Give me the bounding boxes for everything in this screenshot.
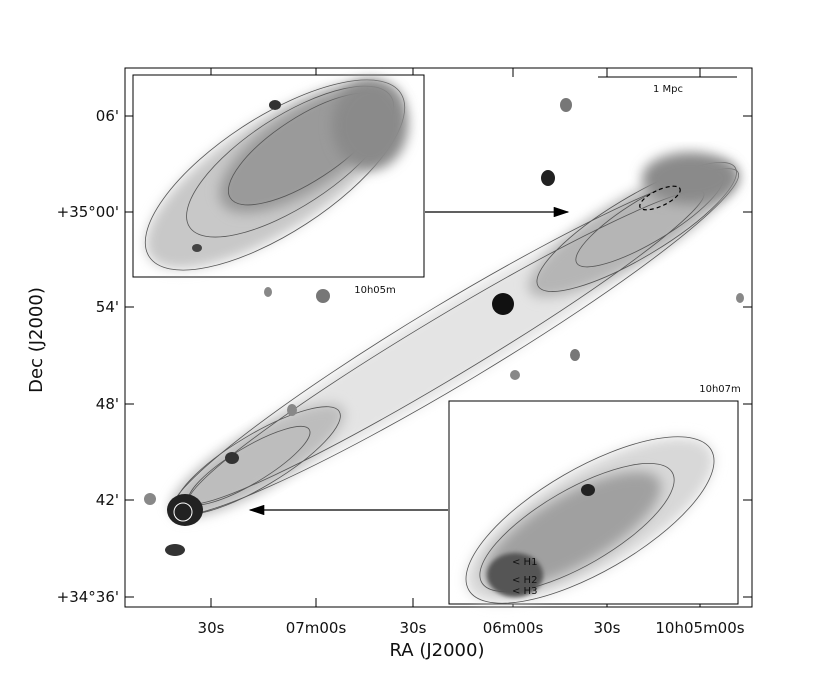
plot-frame [124,67,753,608]
y-tick-label: 48' [96,395,119,413]
x-tick-label: 30s [594,619,621,637]
marker-label: < H1 [512,557,537,568]
x-tick-label: 30s [198,619,225,637]
inset-label: 10h05m [354,285,396,296]
y-axis-title: Dec (J2000) [26,287,47,393]
x-tick-label: 10h05m00s [655,619,744,637]
y-tick-label: 54' [96,298,119,316]
y-tick-label: 42' [96,491,119,509]
radio-emission [144,98,744,556]
y-tick-labels: 06' +35°00' 54' 48' 42' +34°36' [57,107,119,606]
x-axis-title: RA (J2000) [390,640,485,661]
inset-label: 10h07m [699,384,741,395]
marker-label: < H2 [512,575,537,586]
marker-label: < H3 [512,586,537,597]
scale-bar-label: 1 Mpc [653,84,683,95]
y-tick-label: 06' [96,107,119,125]
y-tick-label: +35°00' [57,203,119,221]
x-tick-label: 06m00s [483,619,544,637]
inset-bottom: 10h07m < H1 < H2 < H3 [448,384,741,605]
x-tick-label: 30s [400,619,427,637]
y-tick-label: +34°36' [57,588,119,606]
x-tick-labels: 30s 07m00s 30s 06m00s 30s 10h05m00s [198,619,745,637]
x-tick-label: 07m00s [286,619,347,637]
inset-top: 10h05m [132,74,425,296]
